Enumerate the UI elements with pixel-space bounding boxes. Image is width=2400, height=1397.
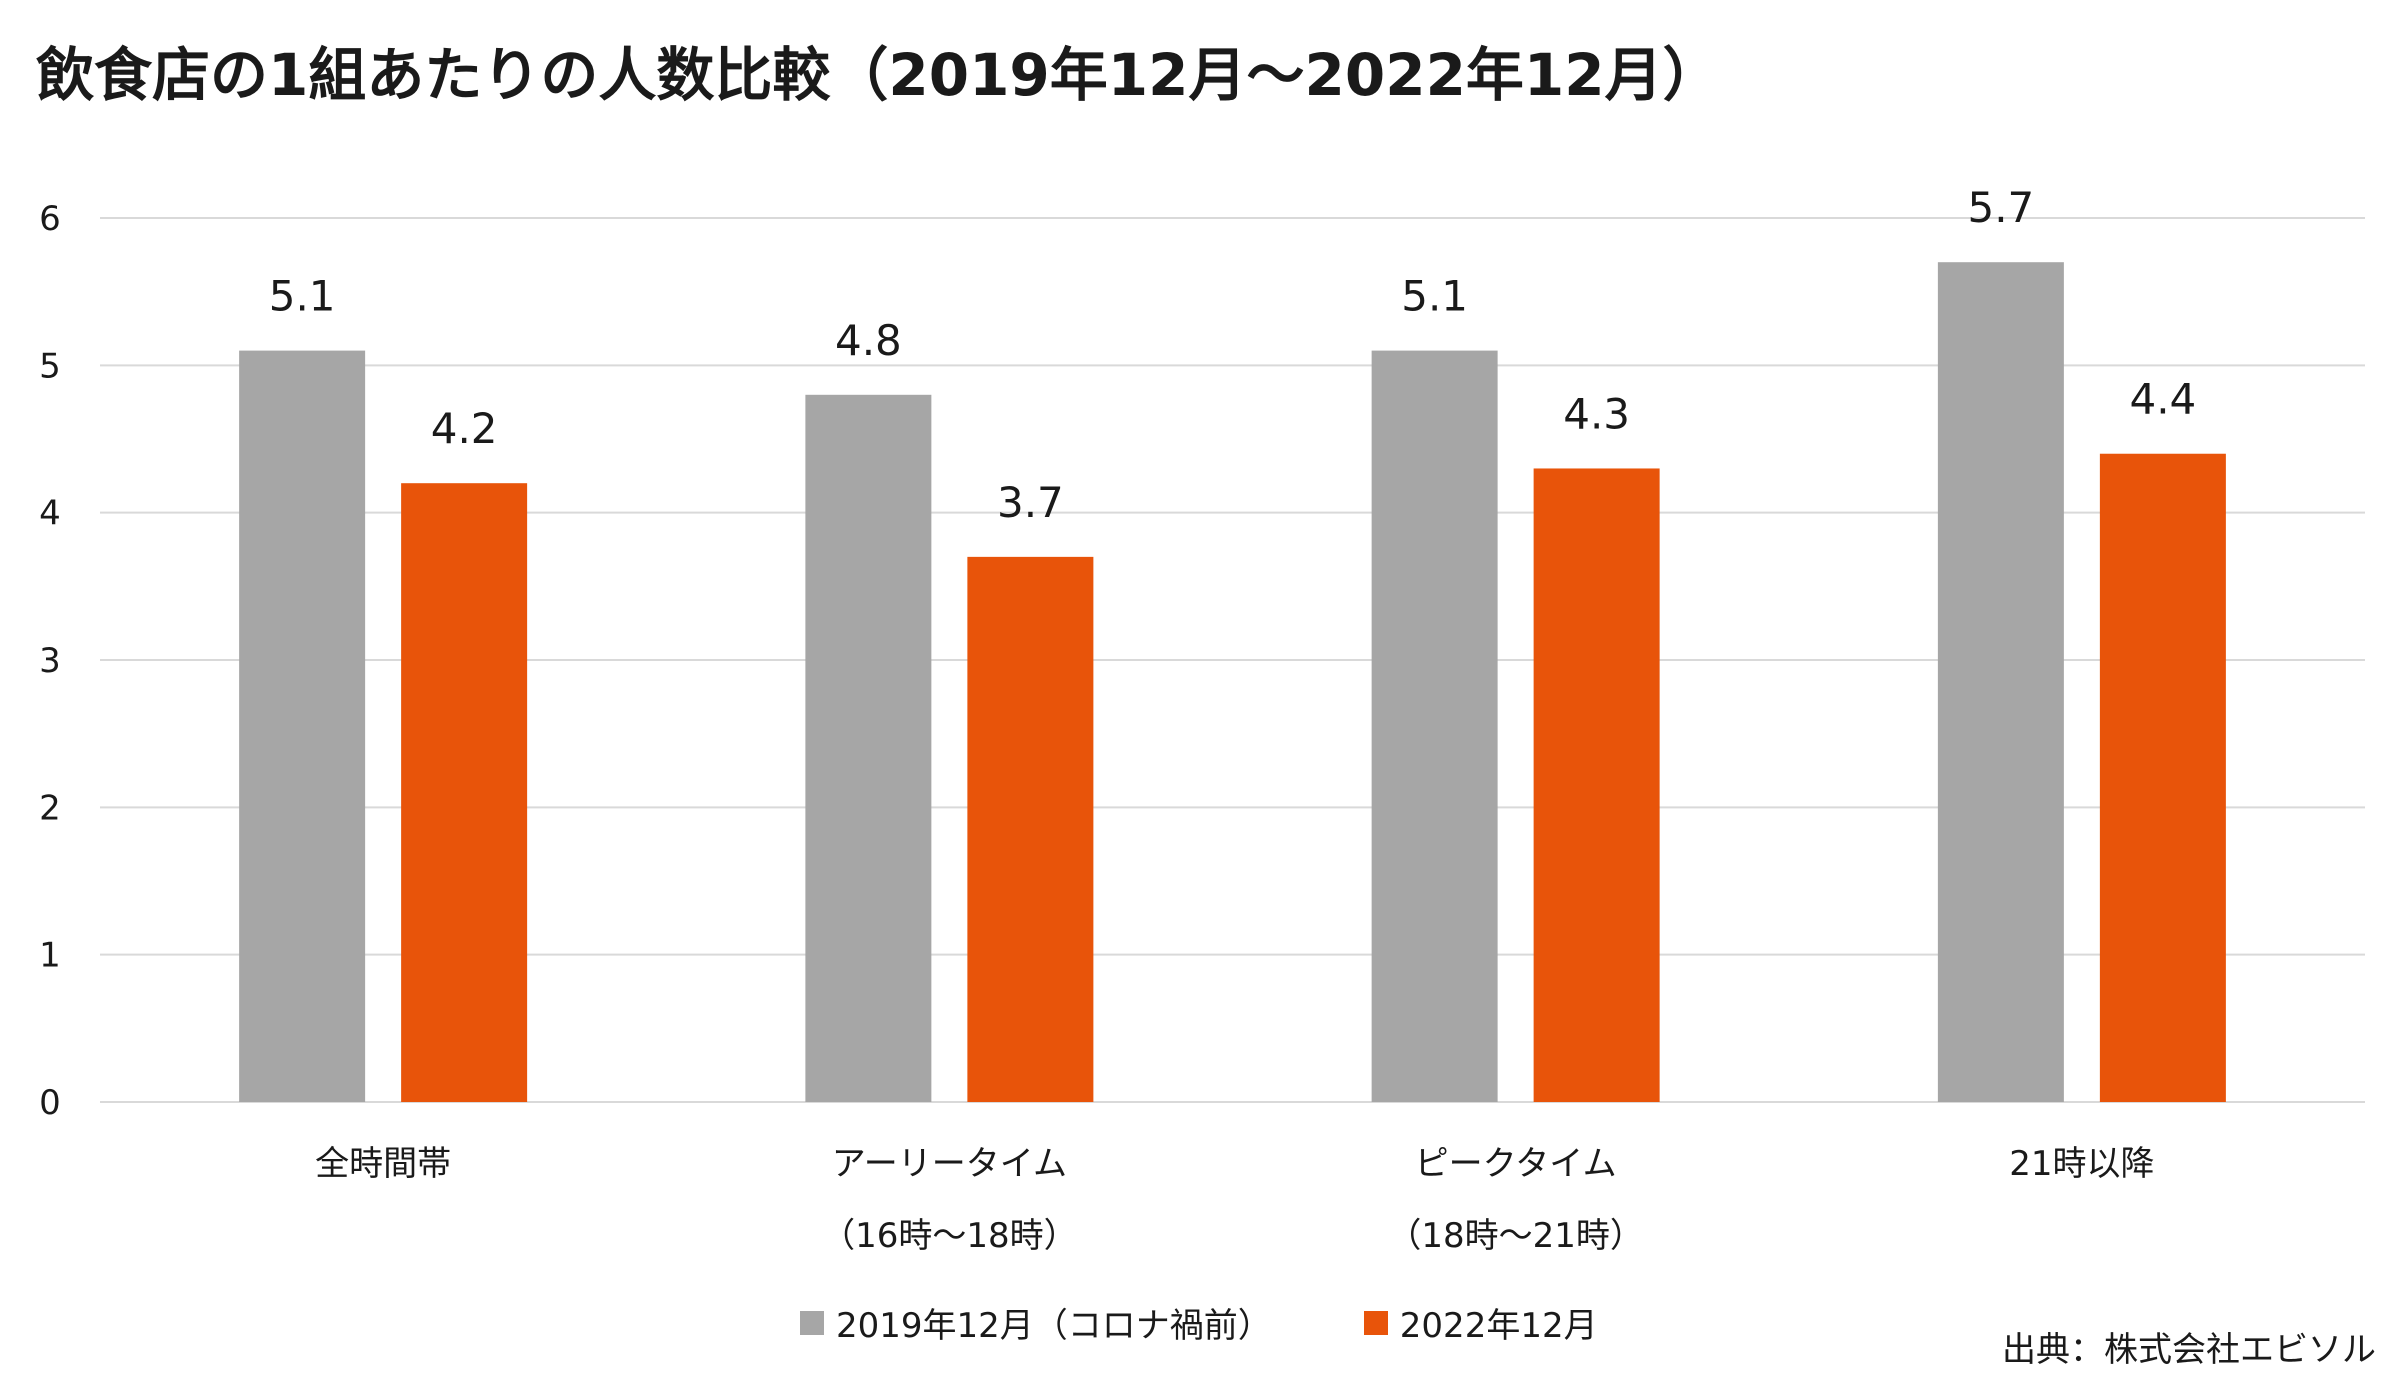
y-tick-label: 0 — [39, 1083, 61, 1123]
bar-chart: 0 1 2 3 4 5 6 5.1 4.2 4.8 3.7 5.1 4.3 5.7 4.4 全時間帯 アーリ… — [39, 183, 2365, 1256]
bar-2022 — [967, 556, 1094, 1102]
legend-swatch-2022 — [1363, 1310, 1388, 1335]
bar-2022 — [401, 483, 528, 1102]
x-axis-categories: 全時間帯 アーリータイム （16時～18時） ピークタイム （18時～21時） 21時以降 — [315, 1144, 2154, 1256]
y-tick-label: 2 — [39, 788, 61, 828]
y-axis-ticks: 0 1 2 3 4 5 6 — [39, 199, 61, 1123]
x-category-label: アーリータイム — [832, 1144, 1067, 1184]
x-category-label: 21時以降 — [2009, 1144, 2154, 1184]
legend-item-2019: 2019年12月（コロナ禍前） — [800, 1298, 1272, 1347]
data-label: 5.7 — [1967, 183, 2034, 232]
legend-item-2022: 2022年12月 — [1363, 1298, 1598, 1347]
data-label: 4.2 — [431, 404, 498, 453]
bar-2019 — [805, 394, 932, 1102]
legend: 2019年12月（コロナ禍前） 2022年12月 — [800, 1298, 1690, 1347]
y-tick-label: 5 — [39, 346, 61, 386]
bars — [239, 262, 2226, 1103]
y-tick-label: 6 — [39, 199, 61, 239]
data-label: 4.4 — [2129, 375, 2196, 424]
bar-2022 — [2099, 453, 2226, 1102]
y-tick-label: 1 — [39, 936, 61, 976]
y-tick-label: 4 — [39, 494, 61, 534]
x-category-sublabel: （18時～21時） — [1387, 1216, 1644, 1256]
legend-label-2019: 2019年12月（コロナ禍前） — [836, 1306, 1272, 1346]
data-label: 3.7 — [997, 478, 1064, 527]
data-label: 4.3 — [1563, 389, 1630, 438]
bar-2019 — [1371, 350, 1498, 1103]
bar-2019 — [239, 350, 366, 1103]
y-tick-label: 3 — [39, 641, 61, 681]
legend-label-2022: 2022年12月 — [1399, 1306, 1598, 1346]
x-category-label: 全時間帯 — [315, 1144, 451, 1184]
data-label: 4.8 — [835, 316, 902, 365]
legend-swatch-2019 — [800, 1310, 824, 1335]
data-labels: 5.1 4.2 4.8 3.7 5.1 4.3 5.7 4.4 — [269, 183, 2197, 527]
x-category-sublabel: （16時～18時） — [821, 1216, 1078, 1256]
x-category-label: ピークタイム — [1415, 1144, 1617, 1184]
bar-2022 — [1533, 468, 1660, 1102]
data-label: 5.1 — [269, 272, 336, 321]
bar-2019 — [1937, 262, 2064, 1102]
chart-title: 飲食店の1組あたりの人数比較（2019年12月～2022年12月） — [36, 41, 1721, 109]
data-label: 5.1 — [1401, 272, 1468, 321]
source-note: 出典：株式会社エビソル — [2002, 1330, 2376, 1370]
